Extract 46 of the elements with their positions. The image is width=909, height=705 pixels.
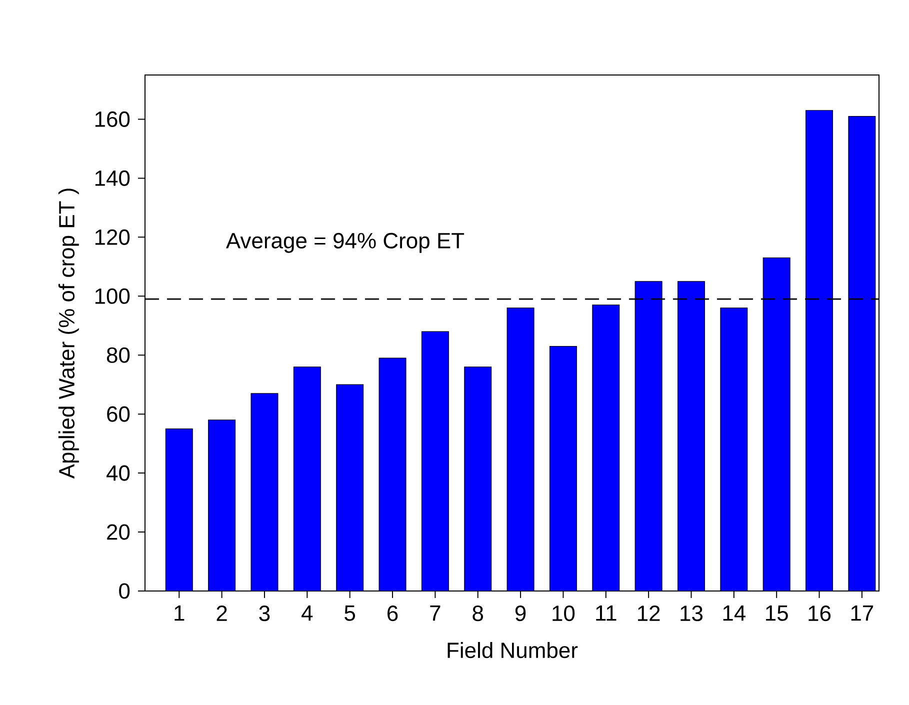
x-tick-label: 11 (596, 606, 616, 621)
x-tick-label: 10 (552, 606, 575, 622)
y-tick-label: 80 (106, 347, 130, 363)
y-tick-label: 120 (95, 229, 130, 245)
y-tick-label: 60 (107, 406, 130, 422)
bar (592, 304, 620, 591)
x-tick-label: 14 (723, 606, 746, 621)
bar (763, 258, 790, 591)
bar (464, 366, 492, 591)
x-tick-label: 3 (259, 606, 270, 622)
x-axis-title: Field Number (448, 642, 578, 658)
x-tick-label: 4 (302, 606, 313, 621)
y-tick-label: 0 (119, 583, 130, 599)
x-tick-label: 15 (766, 606, 788, 621)
y-tick-label: 40 (106, 465, 130, 481)
x-tick-label: 16 (808, 606, 831, 622)
bar (720, 308, 748, 591)
x-tick-label: 9 (515, 606, 526, 622)
bar (208, 420, 236, 591)
annotation: Average = 94% Crop ET (226, 232, 464, 253)
bar (294, 366, 321, 591)
x-tick-label: 7 (430, 606, 440, 621)
bar (678, 281, 705, 591)
x-tick-label: 1 (174, 606, 184, 621)
y-tick-label: 100 (95, 288, 130, 304)
x-tick-label: 8 (472, 606, 484, 622)
x-tick-label: 6 (388, 606, 398, 622)
y-tick-label: 20 (107, 524, 130, 540)
bar (550, 346, 577, 591)
y-tick-label: 160 (95, 111, 130, 128)
bar (336, 384, 364, 591)
bar (848, 116, 876, 591)
bar (166, 428, 193, 591)
bar (251, 393, 278, 591)
x-tick-label: 17 (851, 606, 874, 621)
x-tick-label: 12 (638, 606, 660, 621)
bar (379, 358, 406, 591)
bar (635, 281, 662, 591)
y-tick-label: 140 (95, 170, 130, 186)
x-tick-label: 2 (216, 606, 227, 621)
bar (806, 110, 833, 591)
y-axis-title: Applied Water (% of crop ET ) (58, 188, 79, 479)
bar (422, 332, 449, 591)
x-tick-label: 13 (680, 606, 702, 622)
bar (507, 308, 534, 591)
x-tick-label: 5 (344, 606, 356, 621)
